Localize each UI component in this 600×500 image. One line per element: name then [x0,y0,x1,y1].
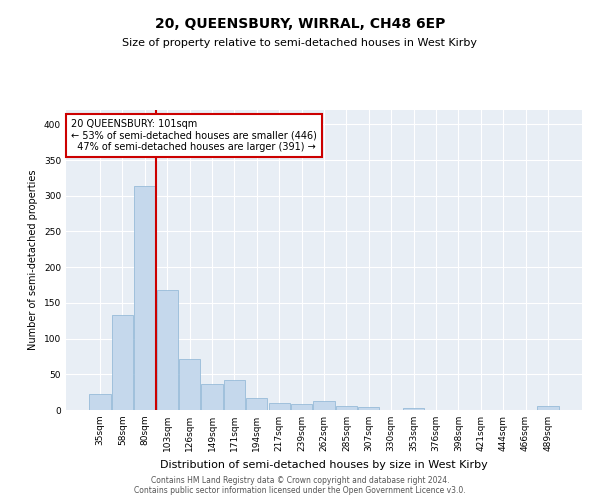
Bar [537,406,559,410]
X-axis label: Distribution of semi-detached houses by size in West Kirby: Distribution of semi-detached houses by … [160,460,488,469]
Bar [179,358,200,410]
Bar [269,403,290,410]
Bar [157,290,178,410]
Bar [403,408,424,410]
Bar [336,406,357,410]
Bar [246,398,268,410]
Bar [291,404,312,410]
Bar [313,402,335,410]
Bar [224,380,245,410]
Text: Size of property relative to semi-detached houses in West Kirby: Size of property relative to semi-detach… [122,38,478,48]
Text: Contains HM Land Registry data © Crown copyright and database right 2024.
Contai: Contains HM Land Registry data © Crown c… [134,476,466,495]
Bar [358,407,379,410]
Text: 20 QUEENSBURY: 101sqm
← 53% of semi-detached houses are smaller (446)
  47% of s: 20 QUEENSBURY: 101sqm ← 53% of semi-deta… [71,119,317,152]
Bar [112,315,133,410]
Bar [134,186,155,410]
Bar [202,384,223,410]
Text: 20, QUEENSBURY, WIRRAL, CH48 6EP: 20, QUEENSBURY, WIRRAL, CH48 6EP [155,18,445,32]
Y-axis label: Number of semi-detached properties: Number of semi-detached properties [28,170,38,350]
Bar [89,394,111,410]
